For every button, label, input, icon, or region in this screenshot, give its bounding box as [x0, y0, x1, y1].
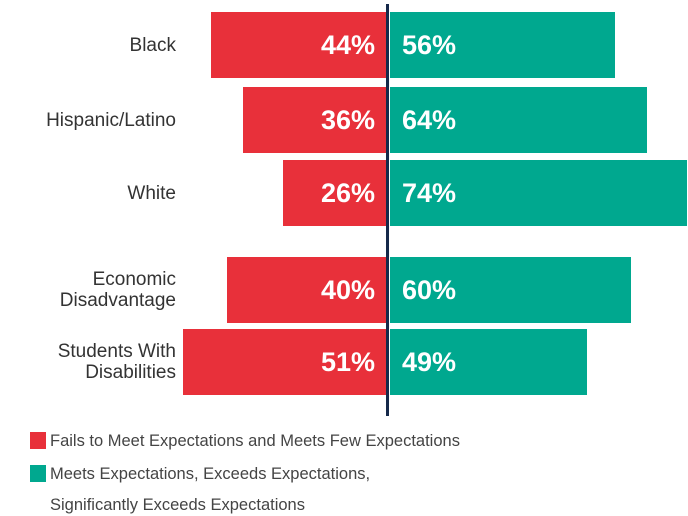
category-label: Hispanic/Latino [46, 109, 176, 131]
center-line [386, 4, 389, 416]
category-label: Black [129, 34, 176, 56]
bar [243, 87, 388, 153]
bar [227, 257, 388, 323]
value-label: 74% [402, 178, 457, 208]
value-label: 51% [320, 347, 375, 377]
bar [390, 160, 688, 226]
legend-label: Meets Expectations, Exceeds Expectations… [50, 465, 371, 514]
category-label: White [127, 182, 176, 204]
bar [390, 329, 587, 395]
category-label: Students With Disabilities [57, 341, 176, 383]
bar [182, 329, 388, 395]
bar [283, 160, 388, 226]
bar [390, 87, 648, 153]
value-label: 44% [320, 30, 375, 60]
legend-label: Fails to Meet Expectations and Meets Few… [50, 432, 460, 450]
value-label: 40% [320, 275, 375, 305]
bar [390, 12, 616, 78]
value-label: 56% [402, 30, 457, 60]
category-label: Economic Disadvantage [59, 269, 176, 311]
value-label: 26% [320, 178, 375, 208]
value-label: 64% [402, 105, 457, 135]
value-label: 60% [402, 275, 457, 305]
legend-swatch [30, 432, 46, 449]
value-label: 49% [402, 347, 457, 377]
value-label: 36% [320, 105, 375, 135]
bar [211, 12, 388, 78]
bar [390, 257, 632, 323]
legend-swatch [30, 465, 46, 482]
